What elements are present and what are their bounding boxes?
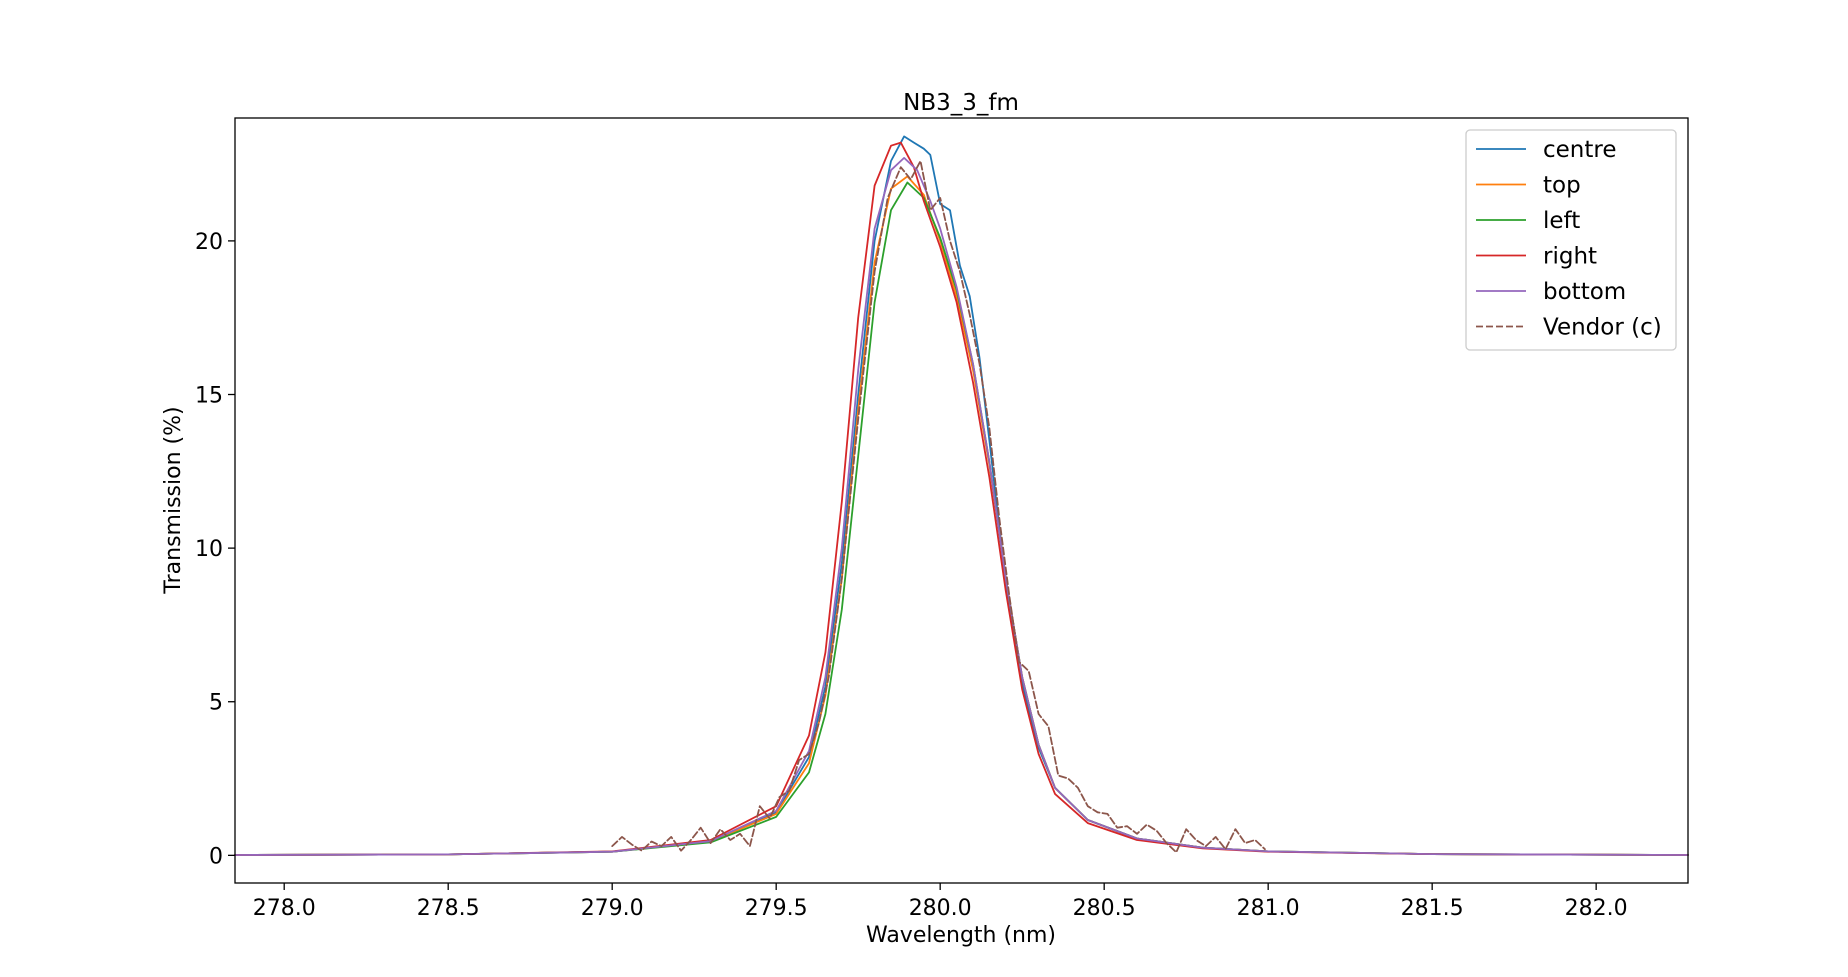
series-line-5 [611, 160, 1266, 854]
legend-label-5: Vendor (c) [1543, 315, 1662, 341]
x-tick-label: 279.0 [581, 896, 644, 921]
x-tick-label: 281.0 [1237, 896, 1300, 921]
legend-label-4: bottom [1543, 279, 1626, 305]
plot-area-background [235, 118, 1688, 883]
chart-title: NB3_3_fm [903, 90, 1019, 116]
y-tick-label: 0 [209, 844, 223, 869]
y-tick-label: 10 [195, 537, 223, 562]
x-axis-label: Wavelength (nm) [866, 923, 1056, 948]
y-axis: 0 5 10 15 20 [195, 230, 235, 869]
series-layer [234, 135, 1689, 856]
x-tick-label: 279.5 [745, 896, 808, 921]
x-tick-label: 280.5 [1073, 896, 1136, 921]
legend-label-1: top [1543, 173, 1581, 199]
y-axis-label: Transmission (%) [161, 406, 186, 594]
y-tick-label: 15 [195, 384, 223, 409]
x-axis: 278.0 278.5 279.0 279.5 280.0 280.5 281.0 281.5… [253, 883, 1628, 921]
x-tick-label: 278.5 [417, 896, 480, 921]
y-tick-label: 20 [195, 230, 223, 255]
x-tick-label: 281.5 [1401, 896, 1464, 921]
y-tick-label: 5 [209, 691, 223, 716]
x-tick-label: 278.0 [253, 896, 316, 921]
legend: centre top left right bottom Vendor (c) [1465, 129, 1677, 351]
legend-label-3: right [1543, 244, 1597, 270]
plot-frame [234, 117, 1689, 884]
legend-label-0: centre [1543, 137, 1617, 163]
x-tick-label: 282.0 [1565, 896, 1628, 921]
series-line-3 [234, 141, 1689, 856]
legend-label-2: left [1543, 208, 1580, 234]
x-tick-label: 280.0 [909, 896, 972, 921]
